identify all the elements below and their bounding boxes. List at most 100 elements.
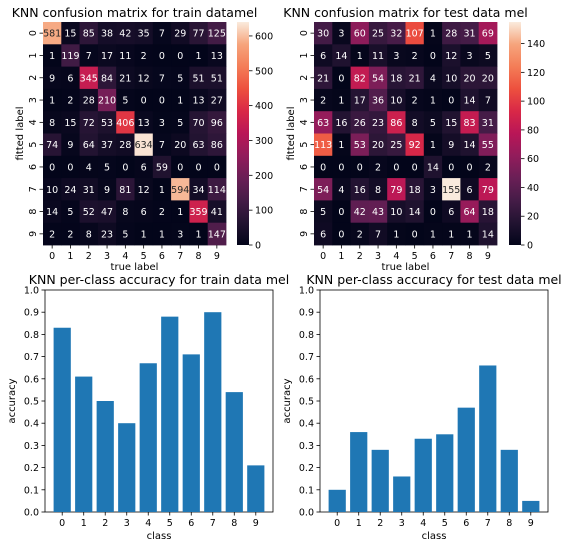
bar-3-ytick-2: 0.2 [299, 463, 314, 474]
heatmap-1-colorbar-tick-0: 0 [527, 241, 533, 252]
bar-2-bar-1 [75, 377, 92, 512]
heatmap-1-xtick-2: 2 [357, 251, 363, 262]
heatmap-0-label-7-1: 24 [64, 185, 76, 196]
heatmap-1-label-7-8: 6 [467, 185, 473, 196]
heatmap-1-label-7-1: 4 [338, 185, 344, 196]
heatmap-0-ytick-2: 2 [28, 75, 39, 81]
heatmap-1-xtick-1: 1 [338, 251, 344, 262]
heatmap-1-label-5-9: 55 [482, 140, 494, 151]
bar-3-ytick-5: 0.5 [299, 397, 314, 408]
heatmap-1-label-1-0: 6 [320, 51, 326, 62]
heatmap-0-ytick-5: 5 [28, 142, 39, 148]
heatmap-0-label-0-2: 85 [83, 29, 95, 40]
heatmap-0-label-4-7: 5 [177, 118, 183, 129]
heatmap-1-label-9-1: 0 [338, 229, 344, 240]
heatmap-0-label-9-3: 23 [101, 229, 113, 240]
heatmap-1-label-6-2: 0 [357, 162, 363, 173]
heatmap-1-label-8-8: 64 [464, 207, 476, 218]
heatmap-1-label-4-0: 63 [317, 118, 329, 129]
heatmap-0-label-0-8: 77 [193, 29, 205, 40]
bar-2-bar-0 [54, 328, 71, 512]
heatmap-0-ytick-4: 4 [28, 119, 39, 125]
heatmap-1-label-9-5: 0 [412, 229, 418, 240]
bar-3-bar-7 [479, 365, 496, 512]
heatmap-0-label-5-3: 37 [101, 140, 113, 151]
heatmap-0-ytick-1: 1 [28, 52, 39, 58]
heatmap-1-label-1-9: 5 [485, 51, 491, 62]
heatmap-1-colorbar-tick-1: 20 [527, 212, 539, 223]
heatmap-1-label-2-1: 0 [338, 73, 344, 84]
heatmap-1-label-9-6: 1 [430, 229, 436, 240]
heatmap-0-label-2-1: 6 [67, 73, 73, 84]
heatmap-1-label-1-2: 1 [357, 51, 363, 62]
heatmap-0-label-0-3: 38 [101, 29, 113, 40]
bar-3-title: KNN per-class accuracy for test data mel [306, 272, 561, 287]
heatmap-0-label-1-3: 17 [101, 51, 113, 62]
heatmap-0-label-7-3: 9 [104, 185, 110, 196]
heatmap-1-label-6-0: 0 [320, 162, 326, 173]
bar-3-xtick-7: 7 [485, 518, 491, 529]
bar-3-bar-0 [329, 490, 346, 512]
heatmap-0-label-0-6: 7 [159, 29, 165, 40]
heatmap-1-label-0-6: 1 [430, 29, 436, 40]
heatmap-1-label-0-8: 31 [464, 29, 476, 40]
heatmap-1-label-1-8: 3 [467, 51, 473, 62]
bar-3-xlabel: class [422, 531, 447, 542]
bar-3-ytick-10: 1.0 [299, 286, 314, 297]
bar-2-bar-7 [204, 312, 221, 512]
heatmap-0-label-2-4: 21 [119, 73, 131, 84]
heatmap-0-label-7-4: 81 [119, 185, 131, 196]
heatmap-0-label-2-7: 5 [177, 73, 183, 84]
heatmap-0-label-4-5: 13 [138, 118, 150, 129]
heatmap-0-label-0-9: 125 [208, 29, 226, 40]
heatmap-1-label-1-7: 12 [445, 51, 457, 62]
heatmap-0-label-3-4: 5 [122, 96, 128, 107]
heatmap-0-xtick-8: 8 [196, 251, 202, 262]
heatmap-0-colorbar-tick-6: 600 [255, 31, 273, 42]
heatmap-1-label-3-9: 7 [485, 96, 491, 107]
heatmap-0-label-3-9: 27 [211, 96, 223, 107]
heatmap-1-label-1-1: 14 [335, 51, 347, 62]
heatmap-0-label-9-2: 8 [86, 229, 92, 240]
bar-3-xtick-2: 2 [377, 518, 383, 529]
bar-2-title: KNN per-class accuracy for train data me… [29, 272, 289, 287]
heatmap-0-title: KNN confusion matrix for train datamel [12, 5, 258, 20]
heatmap-1-label-6-5: 0 [412, 162, 418, 173]
bar-2-bar-8 [226, 392, 243, 512]
heatmap-0-colorbar-tick-3: 300 [255, 136, 273, 147]
heatmap-1-label-2-7: 10 [445, 73, 457, 84]
heatmap-1-label-1-4: 3 [393, 51, 399, 62]
heatmap-0-label-5-7: 20 [174, 140, 186, 151]
bar-2-xtick-7: 7 [210, 518, 216, 529]
heatmap-1-label-4-9: 31 [482, 118, 494, 129]
heatmap-0-label-0-1: 15 [64, 29, 76, 40]
heatmap-1-label-4-4: 86 [390, 118, 402, 129]
heatmap-1-label-8-4: 10 [390, 207, 402, 218]
heatmap-1-label-5-6: 1 [430, 140, 436, 151]
heatmap-1-label-1-3: 11 [372, 51, 384, 62]
heatmap-0-label-6-1: 0 [67, 162, 73, 173]
heatmap-0-label-4-6: 3 [159, 118, 165, 129]
heatmap-1-label-1-5: 2 [412, 51, 418, 62]
heatmap-1-label-0-5: 107 [406, 29, 424, 40]
heatmap-1-xtick-8: 8 [467, 251, 473, 262]
bar-3-ytick-3: 0.3 [299, 441, 314, 452]
heatmap-1-label-6-7: 0 [448, 162, 454, 173]
heatmap-0-ytick-3: 3 [28, 97, 39, 103]
bar-3-xtick-0: 0 [334, 518, 340, 529]
heatmap-0-colorbar [237, 22, 249, 245]
heatmap-0-label-2-6: 7 [159, 73, 165, 84]
heatmap-1-label-4-5: 8 [412, 118, 418, 129]
heatmap-1-label-4-7: 15 [445, 118, 457, 129]
bar-2-bar-9 [247, 465, 264, 512]
heatmap-1-xtick-4: 4 [393, 251, 399, 262]
heatmap-1-label-3-0: 2 [320, 96, 326, 107]
heatmap-0-label-5-0: 74 [46, 140, 58, 151]
heatmap-1-label-0-9: 69 [482, 29, 494, 40]
heatmap-1-label-6-9: 2 [485, 162, 491, 173]
heatmap-0-label-2-3: 84 [101, 73, 113, 84]
bar-2-xtick-0: 0 [59, 518, 65, 529]
heatmap-1-label-4-2: 26 [354, 118, 366, 129]
heatmap-1-label-5-5: 92 [409, 140, 421, 151]
heatmap-0-label-8-4: 8 [122, 207, 128, 218]
